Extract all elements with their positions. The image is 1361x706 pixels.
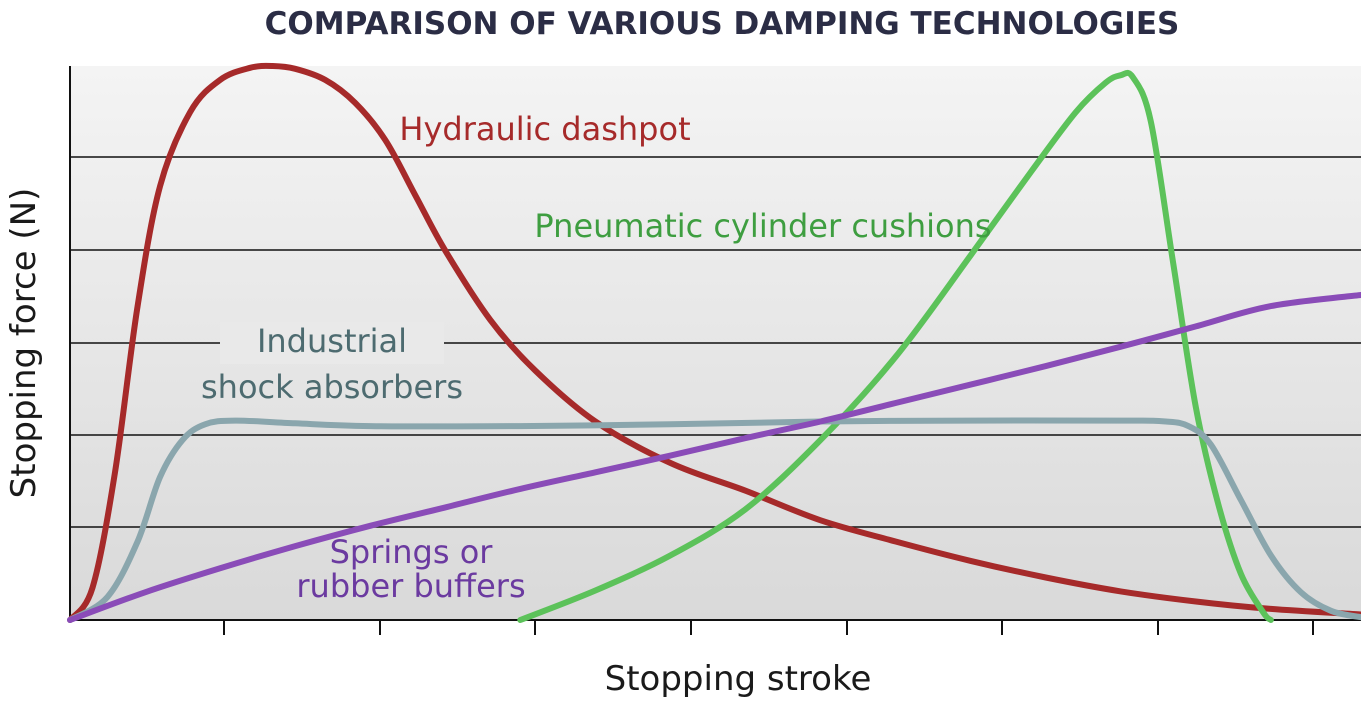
label-mask-industrial-shock-absorbers	[220, 322, 444, 364]
series-labels: Hydraulic dashpot Pneumatic cylinder cush…	[201, 110, 992, 605]
series-label-industrial-shock-absorbers-line-2: shock absorbers	[201, 368, 463, 406]
series-lines	[67, 62, 1361, 623]
series-line-pneumatic-cylinder-cushions	[517, 69, 1274, 623]
series-label-industrial-shock-absorbers-line-1: Industrial	[257, 322, 407, 360]
series-label-springs-or-rubber-buffers-line-2: rubber buffers	[296, 567, 525, 605]
series-label-pneumatic-cylinder-cushions: Pneumatic cylinder cushions	[534, 207, 991, 245]
series-label-hydraulic-dashpot: Hydraulic dashpot	[399, 110, 690, 148]
series-label-springs-or-rubber-buffers-line-1: Springs or	[330, 533, 494, 571]
axes	[69, 66, 1361, 621]
x-axis-ticks	[223, 620, 1314, 635]
y-axis-label: Stopping force (N)	[4, 188, 44, 499]
series-line-hydraulic-dashpot	[67, 62, 1361, 623]
chart-title: COMPARISON OF VARIOUS DAMPING TECHNOLOGI…	[265, 6, 1180, 42]
series-line-springs-or-rubber-buffers	[67, 292, 1361, 623]
series-line-industrial-shock-absorbers	[67, 417, 1361, 623]
x-axis-label: Stopping stroke	[605, 659, 872, 699]
